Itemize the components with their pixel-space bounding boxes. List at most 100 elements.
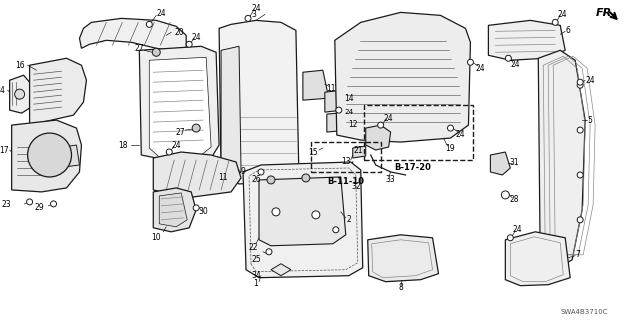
Circle shape [193, 205, 199, 211]
Text: 9: 9 [241, 167, 246, 176]
Text: 19: 19 [445, 144, 455, 153]
Text: 32: 32 [351, 182, 360, 191]
Text: 8: 8 [398, 283, 403, 292]
Bar [364, 105, 474, 160]
Polygon shape [79, 18, 186, 52]
Polygon shape [153, 152, 241, 198]
Circle shape [508, 235, 513, 241]
Text: 4: 4 [0, 86, 4, 95]
Polygon shape [149, 57, 211, 157]
Text: 24: 24 [172, 140, 181, 149]
Text: 23: 23 [2, 200, 12, 209]
Text: 3: 3 [251, 10, 256, 19]
Circle shape [577, 127, 583, 133]
Text: 20: 20 [174, 28, 184, 37]
Circle shape [267, 176, 275, 184]
Circle shape [447, 125, 454, 131]
Text: 30: 30 [198, 207, 208, 216]
Circle shape [28, 133, 72, 177]
Polygon shape [221, 46, 241, 180]
Polygon shape [327, 112, 349, 132]
Circle shape [577, 79, 583, 85]
Circle shape [552, 20, 558, 25]
Text: 24: 24 [511, 60, 520, 69]
Polygon shape [335, 12, 470, 142]
Bar [311, 142, 381, 172]
Text: 24: 24 [513, 225, 522, 234]
Circle shape [245, 15, 251, 21]
Text: 29: 29 [35, 204, 44, 212]
Text: 25: 25 [251, 255, 261, 264]
Circle shape [577, 217, 583, 223]
Text: 6: 6 [566, 26, 571, 35]
Circle shape [577, 172, 583, 178]
Text: 1: 1 [253, 279, 259, 288]
Text: 21: 21 [354, 146, 364, 155]
Circle shape [501, 191, 509, 199]
Text: 14: 14 [344, 94, 353, 103]
Polygon shape [368, 235, 438, 282]
Text: 24: 24 [156, 9, 166, 18]
Circle shape [272, 208, 280, 216]
Text: 7: 7 [576, 250, 580, 259]
Circle shape [51, 201, 56, 207]
Text: 33: 33 [386, 175, 396, 184]
Text: 24: 24 [476, 64, 485, 73]
Circle shape [577, 82, 583, 88]
Circle shape [302, 174, 310, 182]
Circle shape [333, 227, 339, 233]
Polygon shape [325, 90, 343, 112]
Text: 16: 16 [15, 61, 24, 70]
Polygon shape [243, 162, 363, 278]
Circle shape [378, 122, 383, 128]
Circle shape [192, 124, 200, 132]
Text: 11: 11 [326, 84, 335, 93]
Text: FR.: FR. [596, 8, 617, 18]
Text: 27: 27 [175, 128, 185, 137]
Text: 24: 24 [557, 10, 567, 19]
Text: 15: 15 [308, 148, 317, 156]
Text: SWA4B3710C: SWA4B3710C [561, 308, 608, 315]
Circle shape [266, 249, 272, 255]
Polygon shape [259, 177, 346, 246]
Polygon shape [10, 75, 29, 113]
Circle shape [467, 59, 474, 65]
Text: 34: 34 [251, 271, 261, 280]
Circle shape [166, 149, 172, 155]
Polygon shape [159, 193, 187, 227]
Text: 24: 24 [384, 114, 394, 123]
Text: 24: 24 [456, 130, 465, 139]
Text: 2: 2 [346, 215, 351, 224]
Text: 12: 12 [348, 120, 358, 129]
Text: 11: 11 [218, 173, 228, 182]
Polygon shape [271, 264, 291, 276]
Circle shape [152, 48, 160, 56]
Polygon shape [303, 70, 329, 100]
Text: 18: 18 [118, 140, 128, 149]
Polygon shape [538, 50, 585, 270]
Polygon shape [488, 20, 565, 60]
Polygon shape [153, 188, 196, 232]
Polygon shape [365, 125, 390, 150]
Text: B-17-20: B-17-20 [394, 164, 431, 172]
Text: 27: 27 [134, 44, 144, 53]
Polygon shape [12, 120, 81, 192]
Text: 24: 24 [586, 76, 595, 85]
Text: 22: 22 [248, 243, 258, 252]
Text: 28: 28 [509, 196, 519, 204]
Polygon shape [490, 152, 510, 175]
Text: B-11-10: B-11-10 [327, 178, 364, 187]
Text: 26: 26 [251, 175, 261, 184]
Circle shape [258, 169, 264, 175]
Circle shape [312, 211, 320, 219]
Text: 24: 24 [191, 33, 201, 42]
Circle shape [186, 41, 192, 47]
Circle shape [336, 107, 342, 113]
Text: 31: 31 [509, 158, 519, 167]
Text: 24: 24 [251, 4, 261, 13]
Polygon shape [140, 46, 219, 162]
Polygon shape [353, 146, 365, 158]
Text: 10: 10 [152, 233, 161, 242]
Polygon shape [219, 20, 299, 184]
Circle shape [27, 199, 33, 205]
